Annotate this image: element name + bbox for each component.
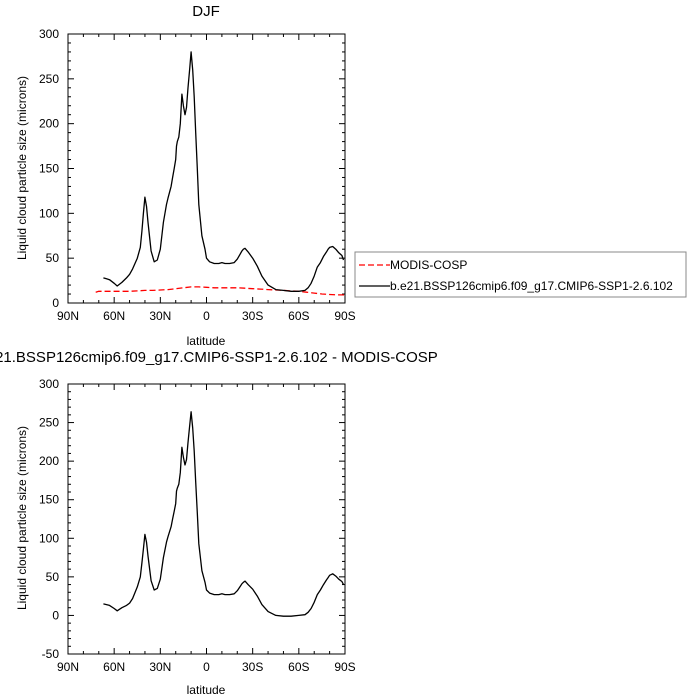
bottom-panel-title: b.e21.BSSP126cmip6.f09_g17.CMIP6-SSP1-2.… bbox=[0, 349, 438, 366]
top-panel-ylabel: Liquid cloud particle size (microns) bbox=[15, 76, 29, 260]
y-tick-label: 250 bbox=[39, 416, 59, 430]
x-tick-label: 60S bbox=[288, 660, 309, 674]
top-panel-series bbox=[95, 51, 345, 296]
x-tick-label: 30N bbox=[149, 309, 171, 323]
top-panel-frame bbox=[67, 33, 346, 304]
x-tick-label: 0 bbox=[203, 660, 210, 674]
y-tick-label: 0 bbox=[52, 296, 59, 310]
x-tick-label: 30N bbox=[149, 660, 171, 674]
y-tick-label: 150 bbox=[39, 493, 59, 507]
x-tick-label: 60N bbox=[103, 660, 125, 674]
legend: MODIS-COSP b.e21.BSSP126cmip6.f09_g17.CM… bbox=[354, 251, 687, 298]
bottom-panel-ylabel: Liquid cloud particle size (microns) bbox=[15, 426, 29, 610]
y-tick-label: -50 bbox=[42, 647, 60, 661]
top-panel-title: DJF bbox=[192, 3, 220, 20]
x-tick-label: 60S bbox=[288, 309, 309, 323]
legend-frame bbox=[354, 251, 687, 298]
top-panel-ticks: 90N 60N 30N 0 30S 60S 90S 0 50 100 150 200 250 300 bbox=[39, 27, 356, 323]
series-line-b-e21-bssp126cmip6-f09-g17-cmip6-ssp1-2-6-102 bbox=[103, 51, 345, 292]
top-panel-xlabel: latitude bbox=[187, 334, 226, 348]
y-tick-label: 0 bbox=[52, 608, 59, 622]
x-tick-label: 90S bbox=[334, 309, 355, 323]
y-tick-label: 150 bbox=[39, 162, 59, 176]
legend-label-modis-cosp: MODIS-COSP bbox=[390, 258, 467, 272]
x-tick-label: 30S bbox=[242, 660, 263, 674]
y-tick-label: 200 bbox=[39, 454, 59, 468]
bottom-panel-series bbox=[103, 411, 345, 617]
x-tick-label: 90N bbox=[57, 309, 79, 323]
x-tick-label: 90S bbox=[334, 660, 355, 674]
x-tick-label: 60N bbox=[103, 309, 125, 323]
series-line-difference bbox=[103, 411, 345, 617]
y-tick-label: 50 bbox=[46, 570, 60, 584]
x-tick-label: 30S bbox=[242, 309, 263, 323]
y-tick-label: 100 bbox=[39, 206, 59, 220]
y-tick-label: 300 bbox=[39, 377, 59, 391]
top-panel: DJF 90N 60N 30N 0 30S 60S 90S 0 50 100 150 200 250 30… bbox=[15, 3, 356, 348]
bottom-panel-frame bbox=[67, 383, 346, 655]
y-tick-label: 200 bbox=[39, 117, 59, 131]
series-line-modis-cosp bbox=[95, 286, 345, 296]
bottom-panel: b.e21.BSSP126cmip6.f09_g17.CMIP6-SSP1-2.… bbox=[0, 349, 438, 697]
y-tick-label: 50 bbox=[46, 251, 60, 265]
y-tick-label: 300 bbox=[39, 27, 59, 41]
x-tick-label: 0 bbox=[203, 309, 210, 323]
legend-label-model: b.e21.BSSP126cmip6.f09_g17.CMIP6-SSP1-2.… bbox=[390, 279, 673, 293]
y-tick-label: 100 bbox=[39, 531, 59, 545]
x-tick-label: 90N bbox=[57, 660, 79, 674]
y-tick-label: 250 bbox=[39, 72, 59, 86]
bottom-panel-xlabel: latitude bbox=[187, 683, 226, 697]
